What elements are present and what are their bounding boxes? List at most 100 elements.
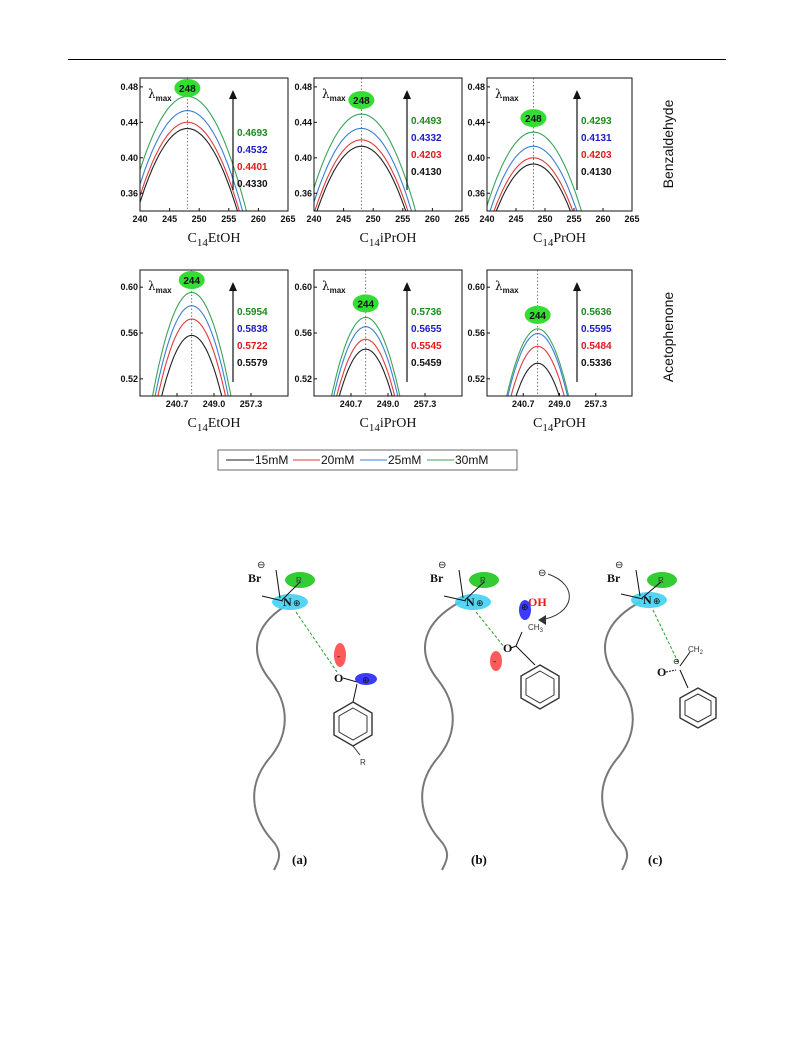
y-tick-label: 0.52: [120, 374, 138, 384]
bromide-charge-a: ⊖: [257, 560, 265, 571]
ring-bond-b: [515, 645, 536, 666]
n-bond-left-a: [261, 595, 284, 602]
x-axis-title: C14iPrOH: [360, 416, 417, 434]
series-line-30mM: [487, 131, 583, 211]
benzene-ring-c: [679, 687, 717, 729]
y-tick-label: 0.44: [294, 117, 312, 127]
bromide-charge-b: ⊖: [438, 560, 446, 571]
series-line-15mM: [140, 127, 239, 211]
plot-frame: [486, 77, 633, 212]
y-tick-label: 0.44: [467, 117, 485, 127]
x-tick-label: 240.7: [166, 399, 189, 409]
concentration-value: 0.4131: [581, 133, 612, 144]
concentration-value: 0.4130: [411, 167, 442, 178]
y-tick-label: 0.40: [294, 153, 312, 163]
series-line-25mM: [140, 110, 244, 211]
y-tick-label: 0.48: [467, 82, 485, 92]
panel-label-b: (b): [471, 852, 487, 867]
x-tick-label: 257.3: [414, 399, 437, 409]
concentration-value: 0.5545: [411, 341, 442, 352]
bromide-label-c: Br: [607, 571, 621, 585]
chart-panel-1: 240 245 250 255 260 265 0.36 0.40 0.44 0.48 λmax 24…: [294, 77, 470, 249]
series-line-25mM: [333, 326, 399, 396]
series-line-20mM: [493, 157, 574, 211]
increase-arrowhead: [229, 90, 237, 99]
y-tick-label: 0.36: [120, 188, 138, 198]
x-tick-label: 250: [366, 214, 381, 224]
oxygen-label-a: O: [334, 671, 343, 685]
x-tick-label: 250: [192, 214, 207, 224]
ring-r-label-a: R: [360, 758, 366, 767]
row-label-acetophenone: Acetophenone: [660, 292, 676, 383]
n-bond-up-b: [458, 569, 464, 599]
concentration-value: 0.5636: [581, 307, 612, 318]
scheme-panel-c: Br ⊖ R N ⊕ O ⊖ CH2 (c): [601, 560, 717, 871]
x-tick-label: 257.3: [584, 399, 607, 409]
series-line-25mM: [507, 333, 569, 396]
bromide-charge-c: ⊖: [615, 560, 623, 571]
x-axis-title: C14EtOH: [187, 231, 240, 249]
hydroxide-label-b: OH: [528, 595, 547, 609]
series-line-15mM: [495, 163, 572, 211]
x-tick-label: 240.7: [512, 399, 535, 409]
concentration-value: 0.4693: [237, 128, 268, 139]
benzene-inner-ring-b: [525, 670, 555, 704]
oxygen-lobe-charge-a: -: [337, 652, 340, 662]
y-tick-label: 0.60: [467, 282, 485, 292]
interaction-line-a: [295, 611, 338, 673]
series-line-20mM: [140, 121, 240, 211]
concentration-value: 0.4401: [237, 162, 268, 173]
chart-panel-2: 240 245 250 255 260 265 0.36 0.40 0.44 0.48 λmax 24…: [467, 77, 640, 249]
y-tick-label: 0.52: [294, 374, 312, 384]
x-tick-label: 240: [479, 214, 494, 224]
peak-wavelength-label: 248: [179, 84, 196, 95]
concentration-value: 0.4532: [237, 145, 268, 156]
hydroxide-charge-b: ⊖: [538, 568, 546, 579]
lambda-max-label: λmax: [148, 279, 172, 295]
methylene-label-c: CH2: [688, 645, 704, 656]
x-tick-label: 249.0: [377, 399, 400, 409]
benzene-ring-a: [333, 701, 373, 747]
plot-frame: [139, 77, 289, 212]
benzene-ring-b: [520, 664, 560, 710]
chart-panel-4: 240.7 249.0 257.3 0.52 0.56 0.60 λmax 244 0.5736…: [294, 269, 463, 434]
x-tick-label: 240: [306, 214, 321, 224]
carbonyl-bond-b: [510, 645, 517, 649]
y-tick-label: 0.56: [294, 328, 312, 338]
attack-arrow-b: [539, 573, 570, 621]
n-bond-r-a: [281, 581, 301, 601]
series-line-20mM: [314, 139, 409, 211]
alkyl-chain-a: [253, 601, 293, 871]
increase-arrowhead: [229, 282, 237, 291]
panel-label-a: (a): [292, 852, 307, 867]
y-tick-label: 0.60: [294, 282, 312, 292]
x-tick-label: 265: [280, 214, 295, 224]
series-line-15mM: [161, 334, 223, 396]
methyl-lobe-charge-b: ⊕: [521, 603, 529, 613]
series-line-20mM: [336, 338, 396, 396]
increase-arrowhead: [573, 90, 581, 99]
oxygen-lobe-b: [490, 651, 502, 671]
panel-label-c: (c): [648, 852, 662, 867]
x-tick-label: 265: [454, 214, 469, 224]
header-rule: [68, 59, 726, 60]
n-bond-up-c: [635, 569, 641, 597]
concentration-value: 0.5736: [411, 307, 442, 318]
legend-label-30mm: 30mM: [455, 453, 488, 467]
y-tick-label: 0.40: [120, 153, 138, 163]
concentration-value: 0.5954: [237, 307, 268, 318]
series-line-20mM: [510, 345, 565, 396]
n-bond-left-c: [620, 593, 644, 600]
row-label-benzaldehyde: Benzaldehyde: [660, 99, 676, 188]
series-line-15mM: [338, 348, 393, 396]
x-tick-label: 255: [566, 214, 581, 224]
increase-arrowhead: [573, 282, 581, 291]
concentration-value: 0.4330: [237, 179, 268, 190]
r-group-label-c: R: [658, 576, 664, 585]
interaction-line-c: [652, 609, 679, 663]
legend-label-20mm: 20mM: [321, 453, 354, 467]
legend: 15mM 20mM 25mM 30mM: [217, 449, 518, 471]
concentration-value: 0.5838: [237, 324, 268, 335]
x-tick-label: 260: [595, 214, 610, 224]
carbonyl-bond-a: [342, 677, 358, 683]
